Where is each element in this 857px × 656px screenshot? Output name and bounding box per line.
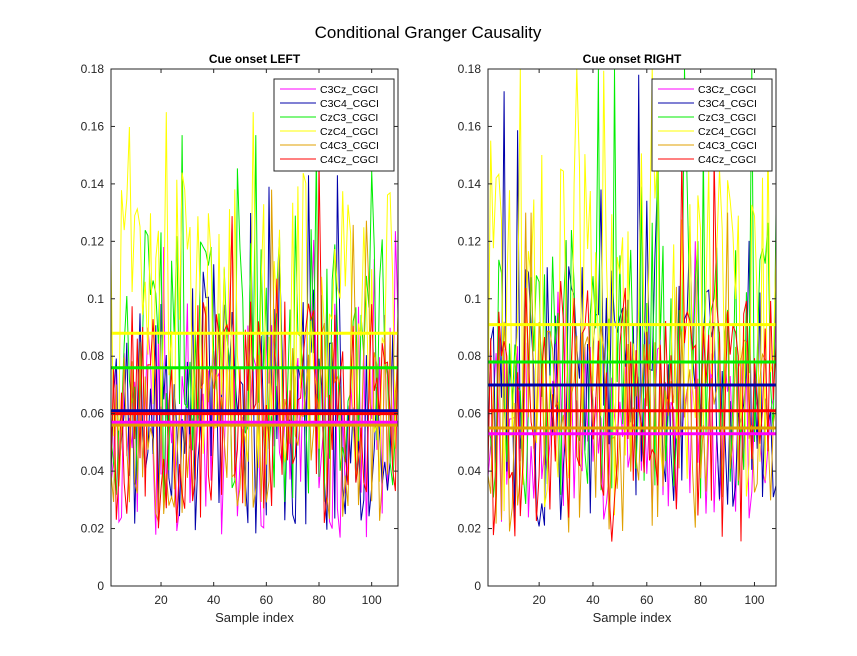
- y-tick-label: 0.08: [458, 349, 482, 363]
- y-tick-label: 0.16: [458, 119, 482, 133]
- legend: C3Cz_CGCI C3C4_CGCI CzC3_CGCI CzC4_CGCI C4C3…: [651, 78, 773, 172]
- y-tick-label: 0.1: [87, 292, 104, 306]
- y-tick-label: 0.06: [458, 407, 482, 421]
- y-tick-label: 0.08: [81, 349, 105, 363]
- x-tick-label: 100: [744, 593, 764, 607]
- x-tick-label: 60: [260, 593, 274, 607]
- legend-entry: C3Cz_CGCI: [698, 84, 756, 96]
- legend-entry: CzC3_CGCI: [320, 112, 378, 124]
- y-tick-label: 0.16: [81, 119, 105, 133]
- subplot-title: Cue onset RIGHT: [583, 52, 682, 66]
- y-tick-label: 0.12: [81, 234, 105, 248]
- legend-entry: C3C4_CGCI: [320, 98, 379, 110]
- x-tick-label: 20: [154, 593, 168, 607]
- legend-entry: CzC4_CGCI: [320, 126, 378, 138]
- y-tick-label: 0: [474, 579, 481, 593]
- series-line-c4c3-cgci: [488, 212, 776, 533]
- axes-frame: [487, 68, 777, 587]
- series-line-c3c4-cgci: [111, 175, 398, 534]
- x-axis-label: Sample index: [593, 610, 672, 625]
- x-tick-label: 80: [694, 593, 708, 607]
- legend: C3Cz_CGCI C3C4_CGCI CzC3_CGCI CzC4_CGCI C4C3…: [273, 78, 395, 172]
- subplot-cue-onset-left: 0 0.02 0.04 0.06 0.08 0.1 0.12 0.14 0.16 0.18 20 40…: [81, 52, 399, 625]
- subplot-cue-onset-right: 0 0.02 0.04 0.06 0.08 0.1 0.12 0.14 0.16 0.18 20 40…: [458, 52, 777, 625]
- figure-title: Conditional Granger Causality: [315, 23, 542, 42]
- x-tick-label: 100: [362, 593, 382, 607]
- axes-frame: [110, 68, 399, 587]
- series-line-czc4-cgci: [111, 112, 398, 490]
- y-tick-label: 0.1: [464, 292, 481, 306]
- series-line-c3c4-cgci: [488, 74, 776, 527]
- series-line-c4cz-cgci: [111, 160, 398, 529]
- legend-entry: C4Cz_CGCI: [320, 154, 378, 166]
- x-tick-label: 20: [532, 593, 546, 607]
- y-tick-label: 0.06: [81, 407, 105, 421]
- x-tick-label: 80: [312, 593, 326, 607]
- legend-entry: CzC4_CGCI: [698, 126, 756, 138]
- y-tick-label: 0.02: [458, 522, 482, 536]
- y-tick-label: 0.14: [458, 177, 482, 191]
- legend-entry: CzC3_CGCI: [698, 112, 756, 124]
- y-tick-label: 0: [97, 579, 104, 593]
- subplot-title: Cue onset LEFT: [209, 52, 301, 66]
- x-axis-label: Sample index: [215, 610, 294, 625]
- y-tick-label: 0.12: [458, 234, 482, 248]
- y-tick-label: 0.02: [81, 522, 105, 536]
- legend-entry: C4C3_CGCI: [320, 140, 379, 152]
- series-line-czc3-cgci: [488, 69, 776, 505]
- y-tick-label: 0.14: [81, 177, 105, 191]
- x-tick-label: 40: [586, 593, 600, 607]
- legend-entry: C3C4_CGCI: [698, 98, 757, 110]
- series-line-c4c3-cgci: [111, 189, 398, 522]
- y-tick-label: 0.04: [81, 464, 105, 478]
- y-tick-label: 0.04: [458, 464, 482, 478]
- legend-entry: C4C3_CGCI: [698, 140, 757, 152]
- legend-entry: C4Cz_CGCI: [698, 154, 756, 166]
- x-tick-label: 40: [207, 593, 221, 607]
- y-tick-label: 0.18: [458, 62, 482, 76]
- x-tick-label: 60: [640, 593, 654, 607]
- y-tick-label: 0.18: [81, 62, 105, 76]
- legend-entry: C3Cz_CGCI: [320, 84, 378, 96]
